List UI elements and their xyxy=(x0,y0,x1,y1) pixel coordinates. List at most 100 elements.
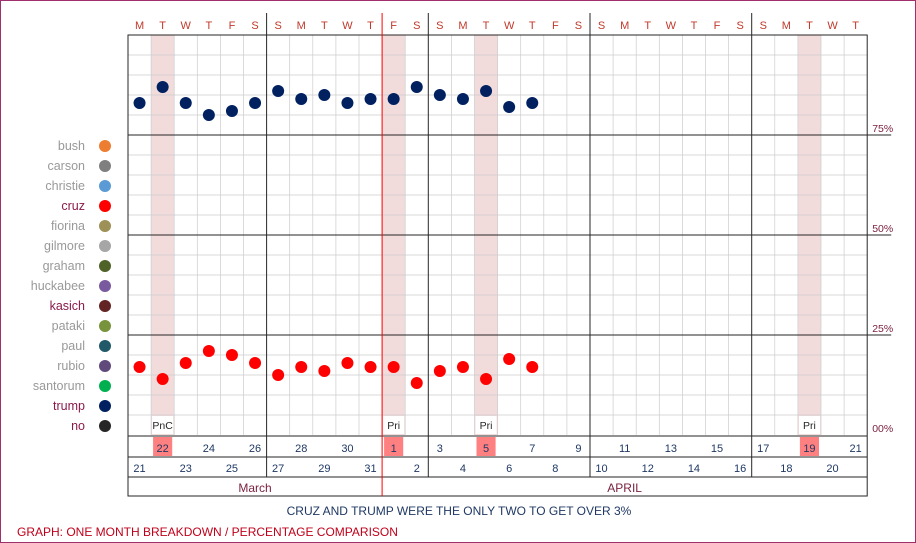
month-label: March xyxy=(238,481,271,495)
legend-item: rubio xyxy=(1,357,113,375)
data-point-cruz xyxy=(249,357,262,369)
data-point-trump xyxy=(364,93,377,105)
day-of-week-label: S xyxy=(575,20,582,32)
event-marker: PnC xyxy=(152,420,173,432)
data-point-cruz xyxy=(480,373,493,385)
day-of-week-label: T xyxy=(483,20,490,32)
legend-label: fiorina xyxy=(50,219,85,233)
data-point-trump xyxy=(202,109,215,121)
plot-border xyxy=(127,34,868,497)
day-of-week-label: T xyxy=(852,20,859,32)
highlight-date-cell xyxy=(153,437,173,456)
legend-item: kasich xyxy=(1,297,113,315)
data-point-trump xyxy=(480,85,493,97)
y-tick-label: 00% xyxy=(872,423,893,435)
date-label: 14 xyxy=(688,463,700,475)
legend-swatch xyxy=(99,400,111,412)
month-label: APRIL xyxy=(607,481,642,495)
legend-item: santorum xyxy=(1,377,113,395)
date-label: 12 xyxy=(642,463,654,475)
day-of-week-label: M xyxy=(135,20,144,32)
legend-label: bush xyxy=(57,139,85,153)
data-point-cruz xyxy=(318,365,331,377)
legend-item: no xyxy=(1,417,113,435)
chart-caption: CRUZ AND TRUMP WERE THE ONLY TWO TO GET … xyxy=(286,504,632,518)
date-label: 5 xyxy=(483,443,489,455)
y-tick-label: 50% xyxy=(872,223,893,235)
data-point-trump xyxy=(133,97,146,109)
legend-swatch xyxy=(99,340,111,352)
day-of-week-label: M xyxy=(297,20,306,32)
highlight-date-cell xyxy=(799,437,819,456)
data-point-trump xyxy=(387,93,400,105)
data-point-cruz xyxy=(387,361,400,373)
date-label: 8 xyxy=(552,463,558,475)
date-label: 6 xyxy=(506,463,512,475)
date-label: 21 xyxy=(133,463,145,475)
data-point-trump xyxy=(341,97,354,109)
legend-item: pataki xyxy=(1,317,113,335)
data-point-trump xyxy=(295,93,308,105)
data-point-cruz xyxy=(526,361,539,373)
legend-item: paul xyxy=(1,337,113,355)
data-point-cruz xyxy=(364,361,377,373)
event-marker-box xyxy=(798,416,820,434)
date-label: 28 xyxy=(295,443,307,455)
day-of-week-label: M xyxy=(458,20,467,32)
data-point-trump xyxy=(179,97,192,109)
data-point-cruz xyxy=(225,349,238,361)
legend-label: huckabee xyxy=(30,279,85,293)
date-label: 25 xyxy=(226,463,238,475)
legend-swatch xyxy=(99,360,111,372)
legend-swatch xyxy=(99,300,111,312)
data-point-trump xyxy=(503,101,516,113)
data-point-trump xyxy=(272,85,285,97)
date-label: 18 xyxy=(780,463,792,475)
legend-label: paul xyxy=(61,339,85,353)
legend-item: huckabee xyxy=(1,277,113,295)
highlight-date-cell xyxy=(476,437,496,456)
data-point-cruz xyxy=(179,357,192,369)
day-of-week-label: T xyxy=(644,20,651,32)
legend-label: trump xyxy=(53,399,85,413)
legend-swatch xyxy=(99,200,111,212)
day-of-week-label: F xyxy=(552,20,559,32)
date-label: 22 xyxy=(157,443,169,455)
legend-swatch xyxy=(99,280,111,292)
day-of-week-label: W xyxy=(342,20,353,32)
day-of-week-label: S xyxy=(436,20,443,32)
day-of-week-label: W xyxy=(181,20,192,32)
date-label: 7 xyxy=(529,443,535,455)
day-of-week-label: W xyxy=(666,20,677,32)
day-of-week-label: S xyxy=(760,20,767,32)
data-point-trump xyxy=(318,89,331,101)
data-point-cruz xyxy=(295,361,308,373)
day-of-week-label: T xyxy=(529,20,536,32)
legend-label: pataki xyxy=(51,319,85,333)
footer-note: GRAPH: ONE MONTH BREAKDOWN / PERCENTAGE … xyxy=(17,525,398,539)
day-of-week-label: S xyxy=(413,20,420,32)
date-label: 2 xyxy=(414,463,420,475)
data-point-cruz xyxy=(456,361,469,373)
day-of-week-label: F xyxy=(390,20,397,32)
day-of-week-label: M xyxy=(782,20,791,32)
legend-item: christie xyxy=(1,177,113,195)
day-of-week-label: F xyxy=(714,20,721,32)
day-of-week-label: S xyxy=(274,20,281,32)
legend-swatch xyxy=(99,240,111,252)
event-marker: Pri xyxy=(480,420,493,432)
data-point-trump xyxy=(410,81,423,93)
date-label: 26 xyxy=(249,443,261,455)
date-label: 17 xyxy=(757,443,769,455)
legend-swatch xyxy=(99,160,111,172)
day-of-week-label: T xyxy=(321,20,328,32)
legend-swatch xyxy=(99,420,111,432)
event-marker-box xyxy=(152,416,174,434)
legend-label: christie xyxy=(45,179,85,193)
data-point-cruz xyxy=(202,345,215,357)
date-label: 23 xyxy=(180,463,192,475)
date-label: 19 xyxy=(803,443,815,455)
date-label: 27 xyxy=(272,463,284,475)
